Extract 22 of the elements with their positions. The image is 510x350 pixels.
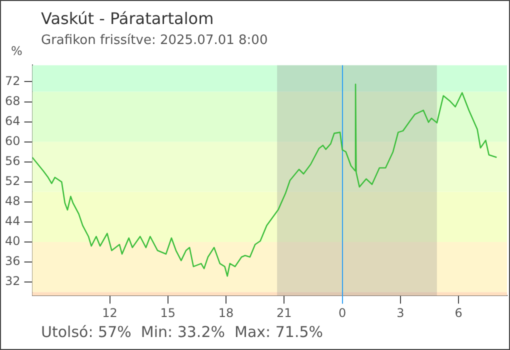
y-tick-label: 68 — [4, 94, 20, 108]
chart-title: Vaskút - Páratartalom — [41, 9, 214, 28]
x-tick-label: 18 — [218, 306, 234, 320]
y-tick-label: 56 — [4, 154, 20, 168]
x-tick-label: 15 — [160, 306, 176, 320]
y-tick-label: 44 — [4, 214, 20, 228]
x-tick-label: 0 — [338, 306, 346, 320]
text: Utolsó: 57% Min: 33.2% Max: 71.5% — [41, 323, 324, 341]
y-tick-label: 36 — [4, 254, 20, 268]
y-tick-label: 64 — [4, 114, 20, 128]
y-tick-label: 52 — [4, 174, 20, 188]
x-tick-label: 6 — [454, 306, 462, 320]
y-tick-label: 72 — [4, 74, 20, 88]
y-tick-label: 48 — [4, 194, 20, 208]
x-tick-label: 21 — [276, 306, 292, 320]
y-tick-label: 60 — [4, 134, 20, 148]
y-tick-label: 32 — [4, 274, 20, 288]
y-axis-title: % — [11, 44, 22, 58]
x-tick-label: 12 — [102, 306, 118, 320]
y-tick-label: 40 — [4, 234, 20, 248]
chart-subtitle: Grafikon frissítve: 2025.07.01 8:00 — [41, 33, 268, 48]
x-tick-label: 3 — [396, 306, 404, 320]
